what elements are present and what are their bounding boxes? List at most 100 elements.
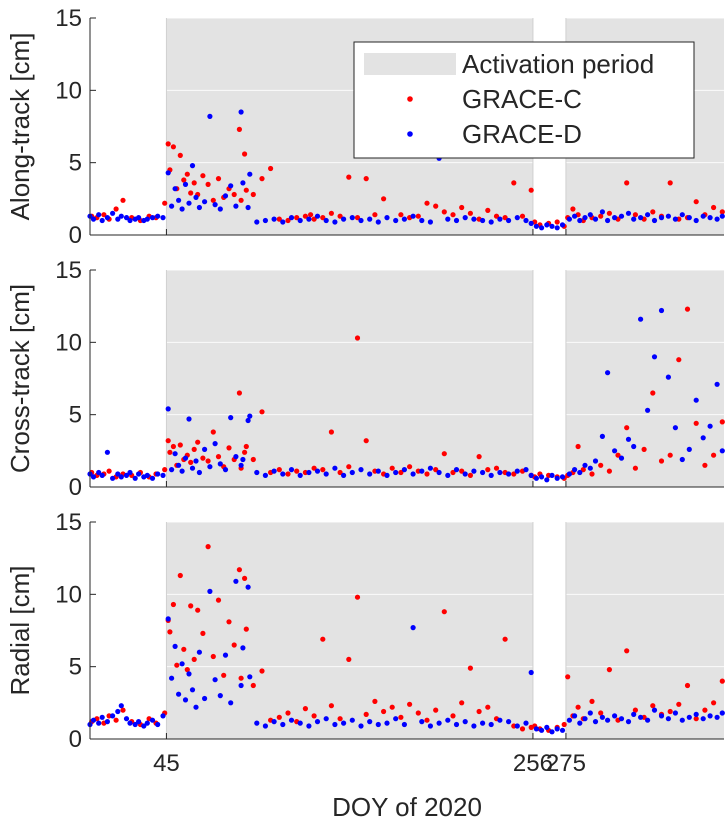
data-point-grace-c	[259, 668, 265, 674]
data-point-grace-d	[384, 472, 390, 478]
data-point-grace-d	[506, 471, 512, 477]
data-point-grace-c	[236, 567, 242, 573]
data-point-grace-c	[450, 212, 456, 218]
data-point-grace-d	[118, 474, 124, 480]
data-point-grace-d	[254, 720, 260, 726]
data-point-grace-c	[702, 462, 708, 468]
data-point-grace-d	[96, 469, 102, 476]
data-point-grace-d	[367, 471, 373, 477]
data-point-grace-d	[436, 720, 442, 726]
data-point-grace-d	[323, 471, 329, 477]
data-point-grace-c	[485, 467, 491, 473]
data-point-grace-c	[667, 180, 673, 186]
data-point-grace-d	[160, 713, 166, 719]
data-point-grace-d	[238, 462, 244, 468]
data-point-grace-d	[132, 475, 138, 481]
data-point-grace-c	[188, 190, 194, 196]
data-point-grace-d	[127, 720, 133, 726]
data-point-grace-d	[254, 469, 260, 476]
data-point-grace-c	[354, 594, 361, 600]
data-point-grace-d	[419, 719, 425, 725]
data-point-grace-c	[575, 704, 581, 710]
data-point-grace-c	[702, 707, 708, 713]
data-point-grace-c	[200, 455, 206, 461]
data-point-grace-d	[212, 677, 218, 683]
data-point-grace-d	[714, 381, 720, 387]
data-point-grace-d	[123, 716, 130, 722]
data-point-grace-d	[314, 719, 321, 725]
data-point-grace-d	[144, 472, 150, 478]
data-point-grace-d	[280, 471, 286, 477]
data-point-grace-d	[714, 714, 720, 720]
data-point-grace-d	[141, 723, 147, 729]
data-point-grace-d	[651, 354, 658, 360]
legend-label: GRACE-C	[462, 84, 582, 114]
data-point-grace-d	[202, 199, 208, 205]
data-point-grace-d	[631, 216, 637, 222]
data-point-grace-c	[441, 609, 447, 615]
data-point-grace-c	[459, 700, 465, 706]
data-point-grace-d	[136, 719, 142, 725]
data-point-grace-d	[233, 578, 239, 584]
data-point-grace-d	[714, 216, 720, 222]
data-point-grace-d	[605, 370, 611, 376]
data-point-grace-c	[238, 675, 244, 681]
data-point-grace-d	[419, 217, 425, 224]
data-point-grace-d	[228, 415, 234, 421]
y-tick-label: 5	[69, 402, 82, 429]
data-point-grace-d	[189, 163, 196, 169]
data-point-grace-d	[488, 219, 494, 225]
data-point-grace-d	[566, 717, 573, 723]
data-point-grace-d	[453, 217, 460, 224]
data-point-grace-d	[118, 703, 124, 709]
data-point-grace-d	[514, 468, 520, 474]
y-tick-label: 15	[55, 5, 82, 32]
data-point-grace-d	[245, 204, 251, 211]
data-point-grace-c	[372, 698, 378, 705]
data-point-grace-c	[519, 726, 526, 732]
data-point-grace-c	[170, 601, 176, 608]
data-point-grace-d	[238, 682, 244, 689]
data-point-grace-c	[565, 674, 571, 680]
data-point-grace-d	[245, 417, 251, 424]
x-axis-label: DOY of 2020	[332, 792, 482, 822]
data-point-grace-d	[136, 215, 142, 221]
data-point-grace-d	[693, 711, 699, 718]
data-point-grace-c	[606, 667, 613, 673]
x-tick-label: 256	[513, 750, 553, 777]
data-point-grace-d	[358, 467, 364, 473]
data-point-grace-d	[115, 471, 121, 477]
data-point-grace-c	[711, 452, 717, 458]
data-point-grace-d	[193, 704, 199, 710]
data-point-grace-d	[618, 716, 625, 722]
data-point-grace-d	[193, 194, 199, 200]
data-point-grace-c	[511, 471, 517, 477]
data-point-grace-d	[217, 461, 223, 467]
data-point-grace-d	[110, 210, 116, 216]
data-point-grace-d	[528, 669, 534, 676]
data-point-grace-d	[533, 223, 540, 229]
data-point-grace-c	[554, 219, 560, 225]
data-point-grace-c	[328, 703, 334, 709]
data-point-grace-d	[90, 474, 97, 480]
data-point-grace-c	[113, 717, 119, 723]
data-point-grace-d	[612, 713, 618, 719]
data-point-grace-d	[645, 407, 651, 413]
panel-2: 0 5 10 15 Cross-track [cm]	[5, 257, 725, 501]
data-point-grace-d	[155, 721, 161, 728]
data-point-grace-d	[176, 462, 182, 468]
data-point-grace-c	[632, 707, 639, 713]
data-point-grace-d	[196, 469, 202, 476]
data-point-grace-c	[181, 177, 187, 183]
y-axis-label: Cross-track [cm]	[5, 284, 35, 473]
data-point-grace-d	[445, 717, 451, 723]
data-point-grace-c	[177, 572, 183, 579]
data-point-grace-d	[625, 436, 632, 442]
data-point-grace-d	[222, 467, 229, 473]
data-point-grace-d	[651, 217, 658, 224]
data-point-grace-c	[268, 165, 274, 172]
data-point-grace-d	[599, 433, 606, 439]
data-point-grace-c	[174, 662, 180, 668]
data-point-grace-c	[650, 390, 656, 396]
data-point-grace-c	[459, 204, 465, 211]
